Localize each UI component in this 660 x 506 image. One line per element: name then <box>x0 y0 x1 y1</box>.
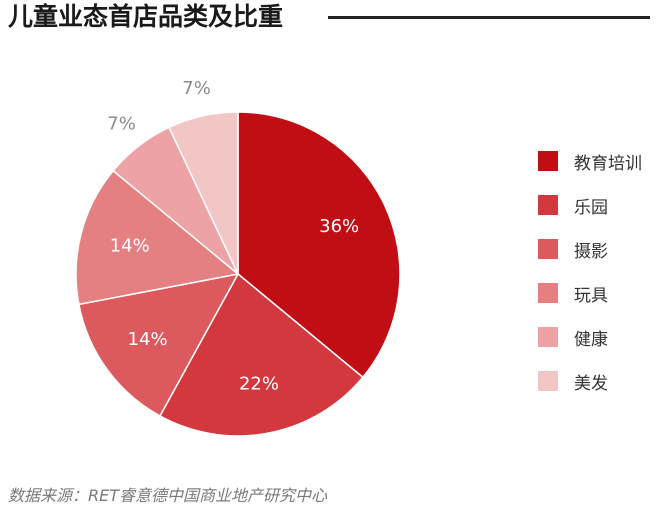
slice-label-6: 7% <box>182 78 211 99</box>
slice-label-1: 36% <box>319 216 359 237</box>
legend-swatch <box>538 151 558 171</box>
legend-item-2: 乐园 <box>538 194 608 218</box>
legend-item-1: 教育培训 <box>538 150 642 174</box>
title-rule <box>328 16 650 19</box>
legend-swatch <box>538 327 558 347</box>
slice-label-2: 22% <box>239 373 279 394</box>
legend-label: 教育培训 <box>574 153 642 174</box>
slice-label-5: 7% <box>107 113 136 134</box>
pie-slice-3 <box>77 272 240 417</box>
legend-label: 健康 <box>574 329 608 350</box>
legend-label: 美发 <box>574 373 608 394</box>
chart-title: 儿童业态首店品类及比重 <box>8 2 284 31</box>
legend-item-4: 玩具 <box>538 282 608 306</box>
pie-slice-4 <box>75 169 240 306</box>
legend-label: 乐园 <box>574 197 608 218</box>
legend-item-3: 摄影 <box>538 238 608 262</box>
legend-item-5: 健康 <box>538 326 608 350</box>
legend-item-6: 美发 <box>538 370 608 394</box>
data-source-note: 数据来源：RET睿意德中国商业地产研究中心 <box>8 486 328 505</box>
legend-swatch <box>538 195 558 215</box>
legend-label: 摄影 <box>574 241 608 262</box>
legend-label: 玩具 <box>574 285 608 306</box>
pie-slice-6 <box>168 111 239 275</box>
legend-swatch <box>538 283 558 303</box>
pie-slice-2 <box>158 272 364 437</box>
pie-slice-1 <box>237 111 401 379</box>
slice-label-3: 14% <box>128 329 168 350</box>
legend-swatch <box>538 239 558 259</box>
legend-swatch <box>538 371 558 391</box>
slice-label-4: 14% <box>110 236 150 257</box>
